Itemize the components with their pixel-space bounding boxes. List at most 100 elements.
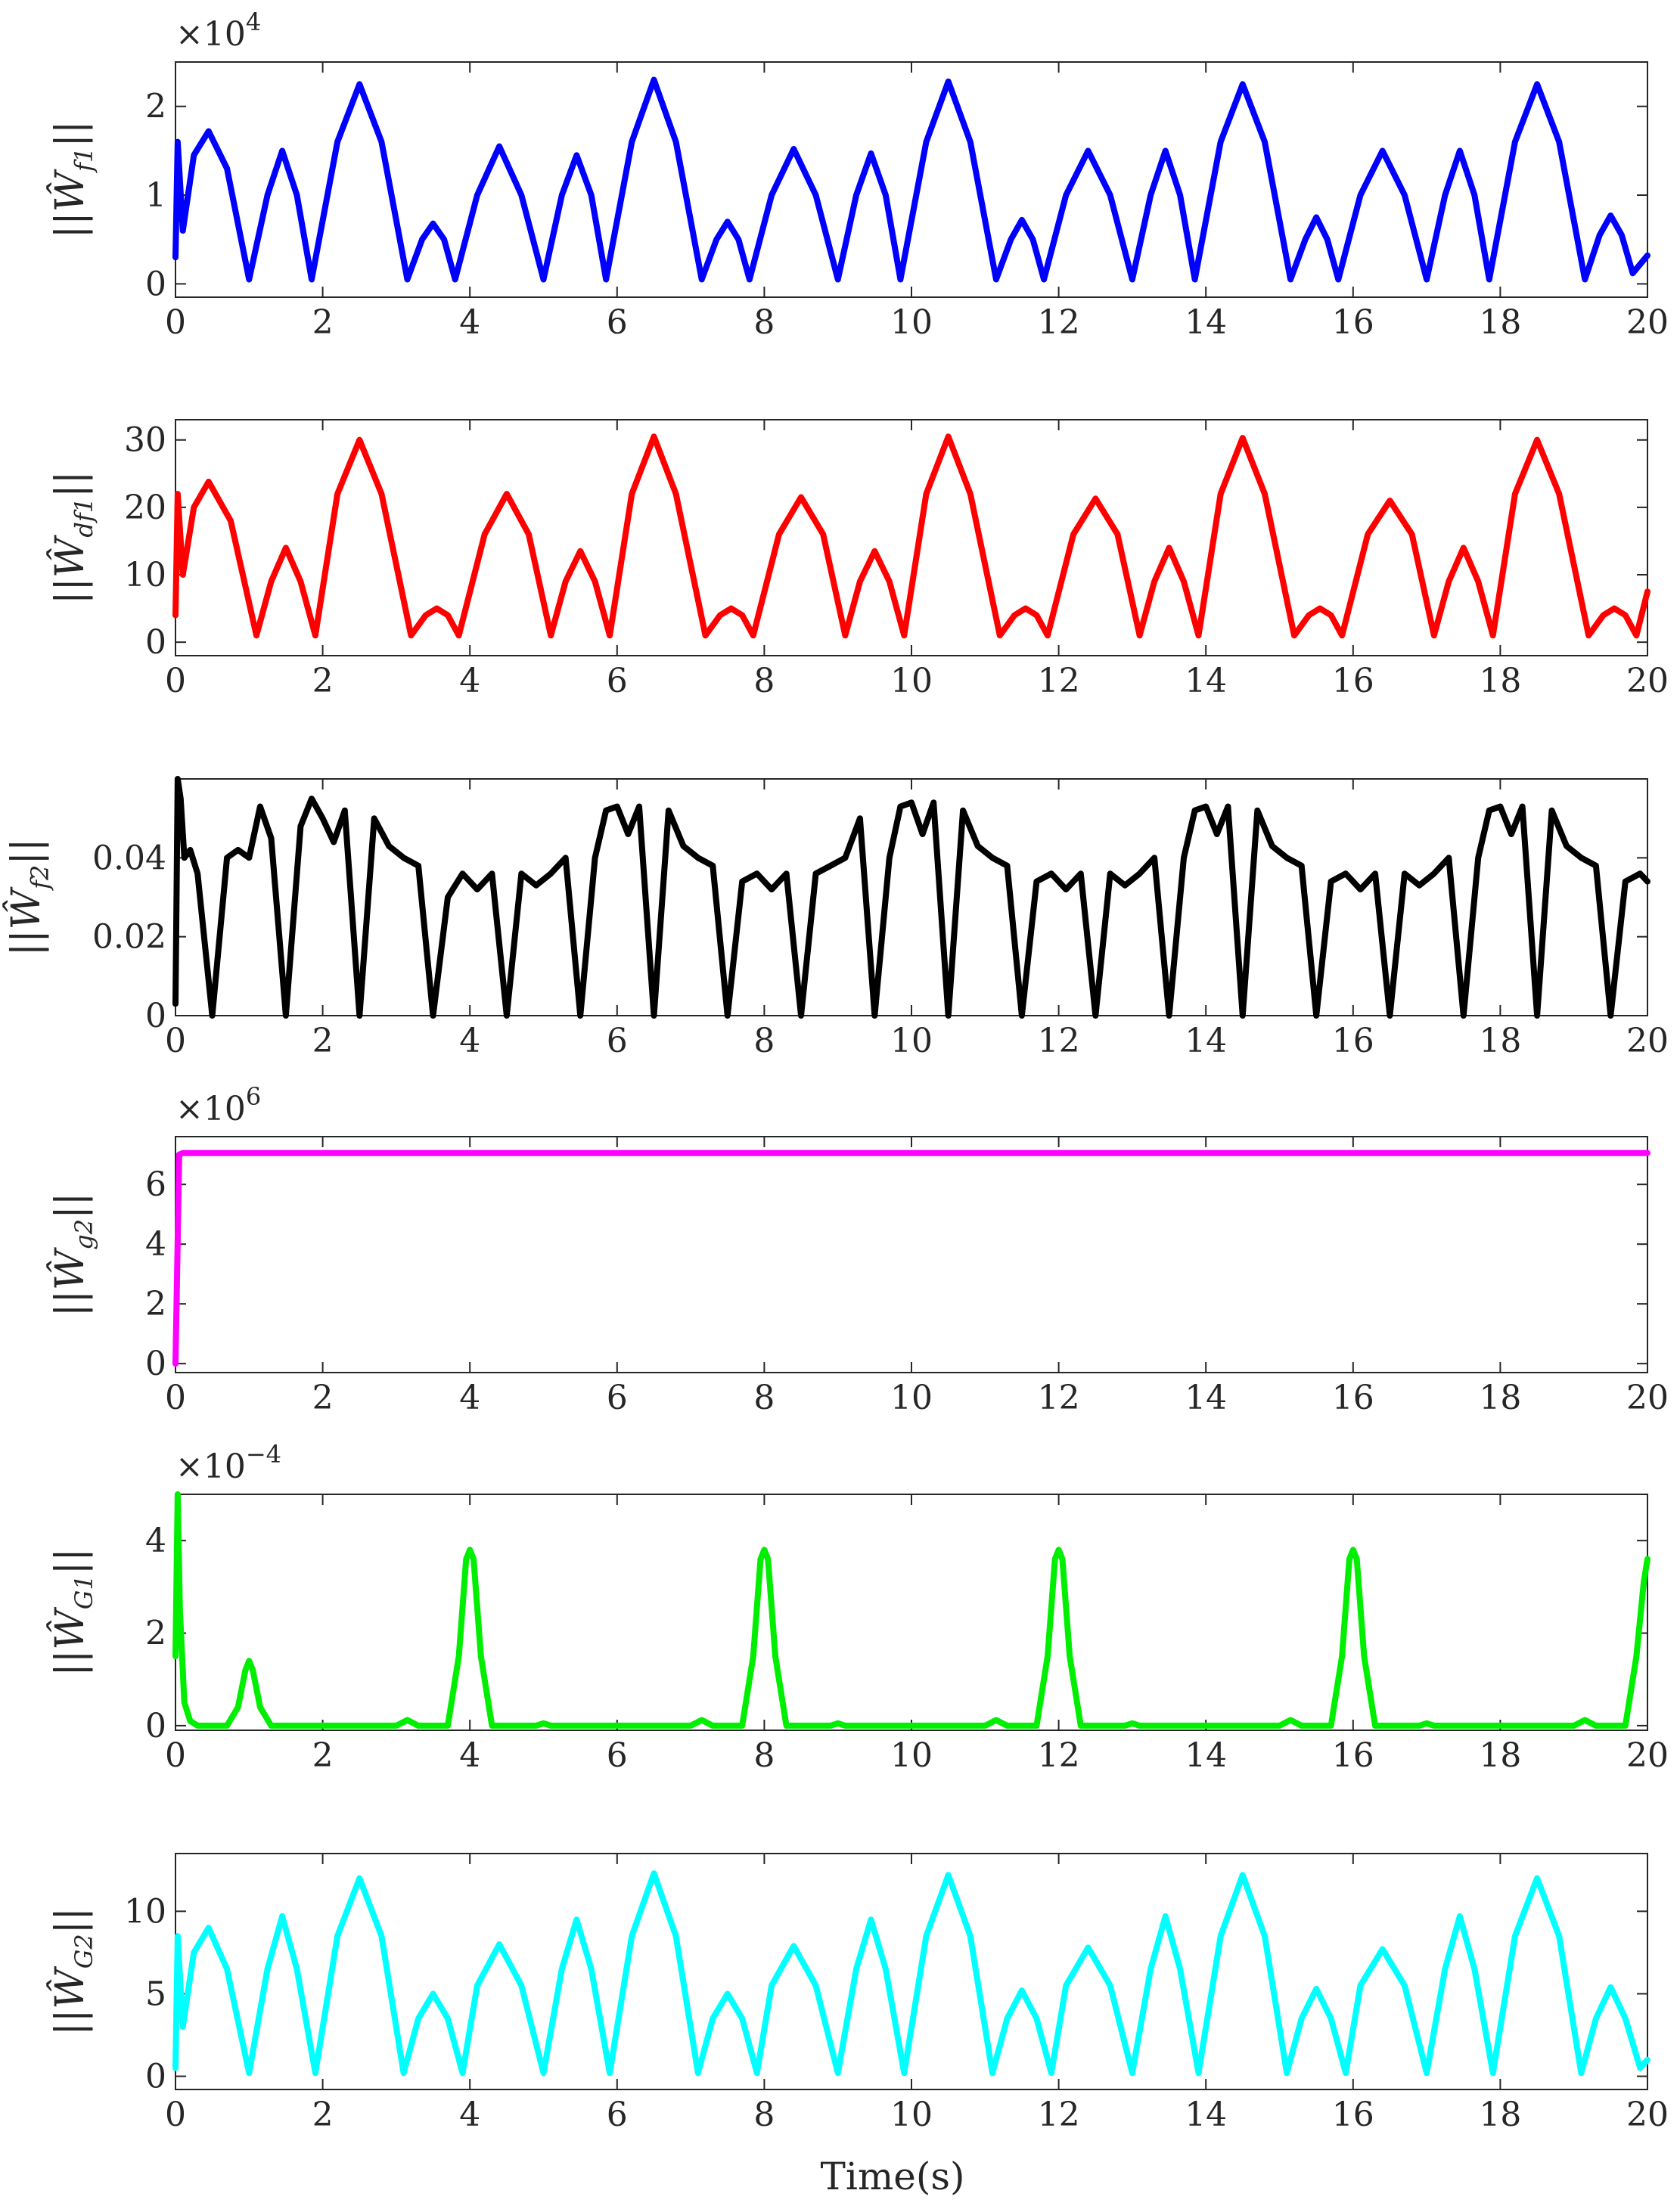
y-tick-label: 2 bbox=[145, 1285, 166, 1323]
y-tick-label: 0.04 bbox=[92, 839, 166, 877]
x-tick-label: 0 bbox=[165, 303, 186, 342]
y-tick-label: 10 bbox=[124, 556, 166, 594]
x-tick-label: 20 bbox=[1626, 662, 1669, 700]
y-tick-label: 6 bbox=[145, 1165, 166, 1204]
series-line-3 bbox=[172, 776, 1650, 1019]
axes-box bbox=[175, 419, 1648, 656]
x-tick-label: 16 bbox=[1332, 1379, 1374, 1417]
y-axis-label: ||Ŵf2|| bbox=[2, 839, 54, 957]
x-tick-label: 4 bbox=[459, 1022, 480, 1060]
panel-2: 0 2 4 6 8 10 12 14 16 18 20 0 10 20 30 ||Ŵdf1|| bbox=[46, 419, 1669, 700]
y-tick-label: 10 bbox=[124, 1892, 166, 1931]
axis-exponent: ×10−4 bbox=[175, 1440, 281, 1486]
x-tick-label: 2 bbox=[312, 1736, 334, 1775]
x-tick-label: 16 bbox=[1332, 2096, 1374, 2134]
series-line-1 bbox=[172, 76, 1650, 283]
y-tick-label: 0 bbox=[145, 1707, 166, 1745]
y-tick-label: 5 bbox=[145, 1975, 166, 2013]
y-tick-label: 20 bbox=[124, 489, 166, 527]
x-tick-label: 10 bbox=[890, 1022, 933, 1060]
series-line-2 bbox=[172, 433, 1650, 639]
y-tick-label: 4 bbox=[145, 1225, 166, 1264]
y-tick-label: 4 bbox=[145, 1522, 166, 1560]
x-tick-label: 12 bbox=[1038, 2096, 1080, 2134]
x-tick-label: 4 bbox=[459, 2096, 480, 2134]
x-tick-label: 6 bbox=[607, 303, 628, 342]
y-tick-label: 0.02 bbox=[92, 918, 166, 957]
x-tick-label: 8 bbox=[753, 1022, 775, 1060]
x-tick-label: 0 bbox=[165, 2096, 186, 2134]
x-tick-label: 8 bbox=[753, 303, 775, 342]
x-tick-label: 10 bbox=[890, 303, 933, 342]
axis-exponent: ×106 bbox=[175, 1082, 261, 1128]
panel-6: 0 2 4 6 8 10 12 14 16 18 20 0 5 10 ||ŴG2|| bbox=[46, 1853, 1669, 2134]
y-axis-label: ||ŴG1|| bbox=[46, 1548, 98, 1676]
x-tick-label: 6 bbox=[607, 1736, 628, 1775]
series-line-4 bbox=[172, 1149, 1650, 1367]
x-tick-label: 18 bbox=[1479, 2096, 1521, 2134]
x-tick-label: 20 bbox=[1626, 1736, 1669, 1775]
x-tick-label: 14 bbox=[1185, 1022, 1227, 1060]
y-tick-label: 0 bbox=[145, 265, 166, 303]
x-tick-label: 12 bbox=[1038, 1022, 1080, 1060]
x-tick-label: 2 bbox=[312, 1379, 334, 1417]
y-tick-label: 0 bbox=[145, 1345, 166, 1383]
x-tick-label: 6 bbox=[607, 662, 628, 700]
x-tick-label: 14 bbox=[1185, 2096, 1227, 2134]
axes-box bbox=[175, 1136, 1648, 1373]
x-tick-label: 6 bbox=[607, 1022, 628, 1060]
y-tick-label: 2 bbox=[145, 1615, 166, 1653]
x-tick-label: 10 bbox=[890, 1736, 933, 1775]
x-tick-label: 4 bbox=[459, 303, 480, 342]
x-tick-label: 10 bbox=[890, 1379, 933, 1417]
axes-box bbox=[175, 61, 1648, 298]
x-tick-label: 18 bbox=[1479, 1022, 1521, 1060]
x-tick-label: 0 bbox=[165, 1379, 186, 1417]
panel-3: 0 2 4 6 8 10 12 14 16 18 20 0 0.02 0.04 ||Ŵf2|| bbox=[2, 776, 1669, 1060]
x-tick-label: 8 bbox=[753, 1379, 775, 1417]
x-tick-label: 2 bbox=[312, 1022, 334, 1060]
x-tick-label: 6 bbox=[607, 2096, 628, 2134]
y-tick-label: 0 bbox=[145, 997, 166, 1035]
x-tick-label: 2 bbox=[312, 662, 334, 700]
y-tick-label: 30 bbox=[124, 421, 166, 460]
x-tick-label: 2 bbox=[312, 303, 334, 342]
x-tick-label: 0 bbox=[165, 1736, 186, 1775]
x-tick-label: 14 bbox=[1185, 1379, 1227, 1417]
y-axis-label: ||Ŵdf1|| bbox=[46, 471, 98, 604]
x-tick-label: 16 bbox=[1332, 1736, 1374, 1775]
x-tick-label: 0 bbox=[165, 1022, 186, 1060]
x-tick-label: 16 bbox=[1332, 662, 1374, 700]
x-tick-label: 4 bbox=[459, 662, 480, 700]
x-tick-label: 18 bbox=[1479, 1379, 1521, 1417]
x-tick-label: 16 bbox=[1332, 1022, 1374, 1060]
x-tick-label: 8 bbox=[753, 2096, 775, 2134]
x-tick-label: 0 bbox=[165, 662, 186, 700]
y-tick-label: 1 bbox=[145, 176, 166, 215]
x-tick-label: 12 bbox=[1038, 662, 1080, 700]
x-tick-label: 2 bbox=[312, 2096, 334, 2134]
axes-box bbox=[175, 1494, 1648, 1731]
x-tick-label: 14 bbox=[1185, 662, 1227, 700]
x-tick-label: 8 bbox=[753, 662, 775, 700]
x-tick-label: 4 bbox=[459, 1736, 480, 1775]
y-axis-label: ||Ŵf1|| bbox=[46, 121, 98, 239]
x-tick-label: 14 bbox=[1185, 303, 1227, 342]
x-tick-label: 20 bbox=[1626, 1379, 1669, 1417]
x-tick-label: 20 bbox=[1626, 303, 1669, 342]
x-tick-label: 4 bbox=[459, 1379, 480, 1417]
x-tick-label: 20 bbox=[1626, 1022, 1669, 1060]
x-tick-label: 8 bbox=[753, 1736, 775, 1775]
x-tick-label: 12 bbox=[1038, 303, 1080, 342]
y-axis-label: ||ŴG2|| bbox=[46, 1907, 98, 2035]
y-tick-label: 0 bbox=[145, 2058, 166, 2096]
x-tick-label: 10 bbox=[890, 662, 933, 700]
x-tick-label: 12 bbox=[1038, 1379, 1080, 1417]
x-tick-label: 20 bbox=[1626, 2096, 1669, 2134]
x-axis-label: Time(s) bbox=[820, 2155, 964, 2198]
y-tick-label: 2 bbox=[145, 88, 166, 126]
x-tick-label: 14 bbox=[1185, 1736, 1227, 1775]
